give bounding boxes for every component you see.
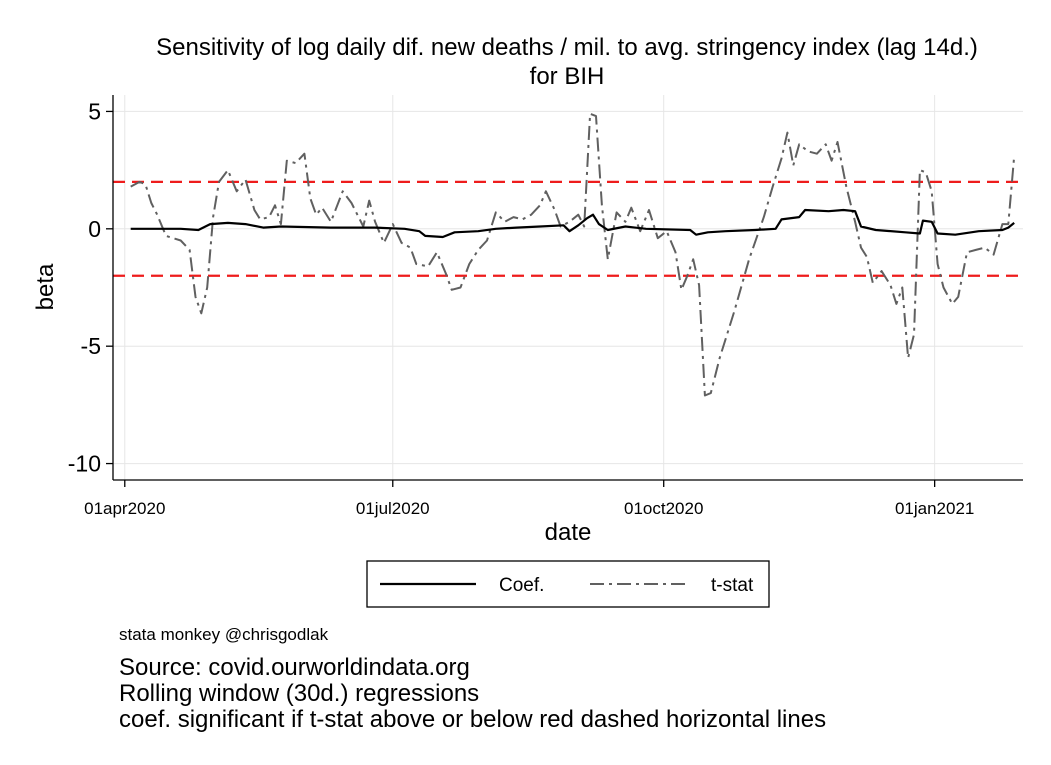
- chart-title-line-1: Sensitivity of log daily dif. new deaths…: [156, 34, 978, 61]
- note-source: Source: covid.ourworldindata.org: [119, 654, 470, 681]
- y-tick-label-1: 0: [88, 216, 101, 242]
- chart-title-line-2: for BIH: [530, 63, 605, 90]
- y-axis-label: beta: [32, 263, 59, 310]
- y-tick-label-3: -10: [68, 451, 101, 477]
- legend-tstat-label: t-stat: [711, 575, 754, 596]
- credit-text: stata monkey @chrisgodlak: [119, 625, 329, 644]
- x-tick-label-1: 01jul2020: [356, 499, 430, 518]
- x-tick-label-3: 01jan2021: [895, 499, 974, 518]
- series-line-coef: [130, 208, 1015, 239]
- y-tick-label-2: -5: [81, 333, 101, 359]
- y-tick-label-0: 5: [88, 98, 101, 124]
- note-rolling-window: Rolling window (30d.) regressions: [119, 680, 479, 707]
- legend-box: [366, 560, 770, 608]
- y-ticks: 5 0 -5 -10: [68, 98, 113, 477]
- legend-coef-label: Coef.: [499, 575, 544, 596]
- grid: [113, 95, 1023, 480]
- series-line-t-stat: [130, 112, 1016, 397]
- note-significance: coef. significant if t-stat above or bel…: [119, 706, 826, 733]
- axes: [112, 95, 1023, 481]
- x-axis-label: date: [545, 519, 592, 546]
- legend: Coef. t-stat: [366, 560, 770, 608]
- x-tick-label-2: 01oct2020: [624, 499, 703, 518]
- series-layer: [130, 112, 1016, 397]
- x-tick-label-0: 01apr2020: [84, 499, 165, 518]
- x-ticks: 01apr2020 01jul2020 01oct2020 01jan2021: [84, 480, 974, 518]
